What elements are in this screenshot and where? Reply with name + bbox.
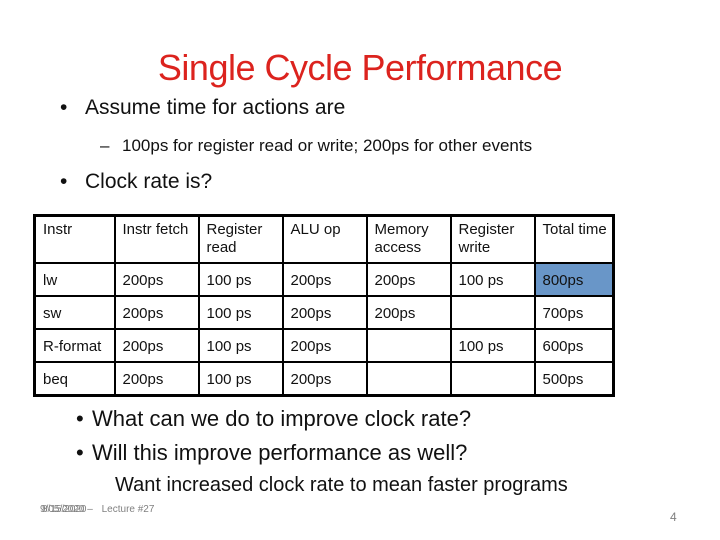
table-row-lw: lw 200ps 100 ps 200ps 200ps 100 ps 800ps	[33, 262, 615, 297]
bullet-icon: •	[76, 440, 84, 465]
page-number: 4	[670, 510, 677, 524]
cell-lw-aluop: 200ps	[281, 262, 368, 297]
cell-beq-total: 500ps	[533, 361, 615, 397]
bullet-assume-time-text: Assume time for actions are	[85, 96, 346, 119]
cell-sw-fetch: 200ps	[113, 295, 200, 330]
cell-lw-total-highlighted: 800ps	[533, 262, 615, 297]
instruction-timing-table: Instr Instr fetch Register read ALU op M…	[33, 214, 615, 397]
subbullet-timings: – 100ps for register read or write; 200p…	[100, 136, 532, 156]
table-header-row: Instr Instr fetch Register read ALU op M…	[33, 214, 615, 264]
bullet-icon: •	[76, 406, 84, 431]
dash-icon: –	[100, 136, 110, 155]
bullet-improve-clock-rate: • What can we do to improve clock rate?	[76, 406, 471, 432]
bullet-improve-clock-rate-text: What can we do to improve clock rate?	[92, 406, 472, 431]
bullet-assume-time: • Assume time for actions are	[60, 96, 345, 120]
cell-rformat-fetch: 200ps	[113, 328, 200, 363]
bullet-improve-performance-text: Will this improve performance as well?	[92, 440, 468, 465]
col-header-register-read: Register read	[197, 214, 284, 264]
bullet-icon: •	[60, 170, 68, 193]
cell-lw-fetch: 200ps	[113, 262, 200, 297]
cell-beq-fetch: 200ps	[113, 361, 200, 397]
cell-rformat-instr: R-format	[33, 328, 116, 363]
cell-sw-aluop: 200ps	[281, 295, 368, 330]
col-header-total-time: Total time	[533, 214, 615, 264]
cell-rformat-memaccess	[365, 328, 452, 363]
cell-beq-aluop: 200ps	[281, 361, 368, 397]
cell-beq-instr: beq	[33, 361, 116, 397]
col-header-instr: Instr	[33, 214, 116, 264]
bullet-clock-rate-text: Clock rate is?	[85, 170, 213, 193]
cell-lw-memaccess: 200ps	[365, 262, 452, 297]
col-header-register-write: Register write	[449, 214, 536, 264]
col-header-alu-op: ALU op	[281, 214, 368, 264]
cell-rformat-regwrite: 100 ps	[449, 328, 536, 363]
table-row-beq: beq 200ps 100 ps 200ps 500ps	[33, 361, 615, 397]
cell-beq-regread: 100 ps	[197, 361, 284, 397]
footer-date-a: 9/05/2020 –	[40, 504, 93, 515]
table-row-sw: sw 200ps 100 ps 200ps 200ps 700ps	[33, 295, 615, 330]
cell-rformat-regread: 100 ps	[197, 328, 284, 363]
bullet-icon: •	[60, 96, 68, 119]
bullet-clock-rate: • Clock rate is?	[60, 170, 212, 194]
subbullet-timings-text: 100ps for register read or write; 200ps …	[122, 136, 533, 155]
footer-lecture-label: Lecture #27	[101, 504, 155, 515]
cell-beq-memaccess	[365, 361, 452, 397]
footer-date-overlap: 9/05/2020 – 8/15/2020	[40, 504, 93, 515]
want-clock-rate-note: Want increased clock rate to mean faster…	[115, 474, 568, 496]
cell-beq-regwrite	[449, 361, 536, 397]
cell-sw-total: 700ps	[533, 295, 615, 330]
cell-sw-regwrite	[449, 295, 536, 330]
cell-sw-memaccess: 200ps	[365, 295, 452, 330]
cell-sw-instr: sw	[33, 295, 116, 330]
cell-sw-regread: 100 ps	[197, 295, 284, 330]
footer-date-b: 8/15/2020	[42, 504, 87, 515]
col-header-memory-access: Memory access	[365, 214, 452, 264]
bullet-improve-performance: • Will this improve performance as well?	[76, 440, 467, 466]
footer: 9/05/2020 – 8/15/2020 Lecture #27	[40, 504, 154, 515]
col-header-instr-fetch: Instr fetch	[113, 214, 200, 264]
cell-lw-regwrite: 100 ps	[449, 262, 536, 297]
cell-rformat-aluop: 200ps	[281, 328, 368, 363]
slide-title: Single Cycle Performance	[157, 47, 563, 88]
cell-rformat-total: 600ps	[533, 328, 615, 363]
cell-lw-regread: 100 ps	[197, 262, 284, 297]
cell-lw-instr: lw	[33, 262, 116, 297]
table-row-r-format: R-format 200ps 100 ps 200ps 100 ps 600ps	[33, 328, 615, 363]
